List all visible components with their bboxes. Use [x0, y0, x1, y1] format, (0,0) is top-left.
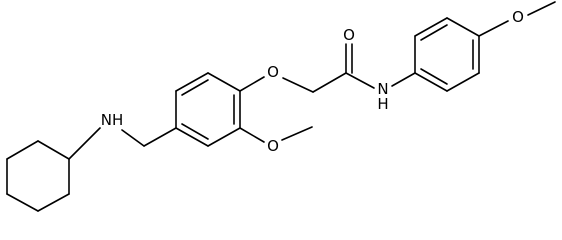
bond	[175, 127, 209, 147]
atom-label: O	[512, 8, 524, 26]
bond	[6, 193, 39, 212]
bond	[181, 79, 209, 96]
bond	[391, 72, 416, 87]
atom-label: O	[343, 26, 355, 44]
bond	[175, 72, 209, 92]
bond	[37, 193, 70, 212]
atom-label: NH	[101, 111, 124, 129]
bond	[282, 77, 314, 93]
bond	[239, 127, 265, 143]
bond	[420, 24, 448, 41]
bond	[207, 127, 241, 147]
bond	[478, 20, 509, 37]
bond	[121, 129, 145, 147]
bond	[68, 127, 101, 160]
atom-label: O	[267, 63, 279, 81]
bond	[207, 72, 241, 92]
atom-label: N	[377, 80, 388, 98]
bond	[527, 1, 556, 16]
bond	[420, 68, 448, 85]
bond	[239, 76, 265, 92]
bond	[181, 123, 209, 140]
bond	[281, 126, 313, 141]
atom-label: H	[377, 95, 388, 113]
bond	[414, 72, 448, 92]
bond	[345, 72, 375, 89]
page: NH O O O N H O (() => { const data = JSO…	[6, 1, 556, 212]
bonds	[6, 1, 556, 212]
molecule: NH O O O N H O	[6, 1, 556, 212]
bond	[312, 72, 347, 93]
bond	[143, 127, 177, 147]
bond	[446, 17, 480, 37]
atom-label: O	[267, 137, 279, 155]
bond	[6, 140, 39, 160]
bond	[414, 17, 448, 37]
bond	[446, 72, 480, 92]
bond	[37, 140, 70, 160]
